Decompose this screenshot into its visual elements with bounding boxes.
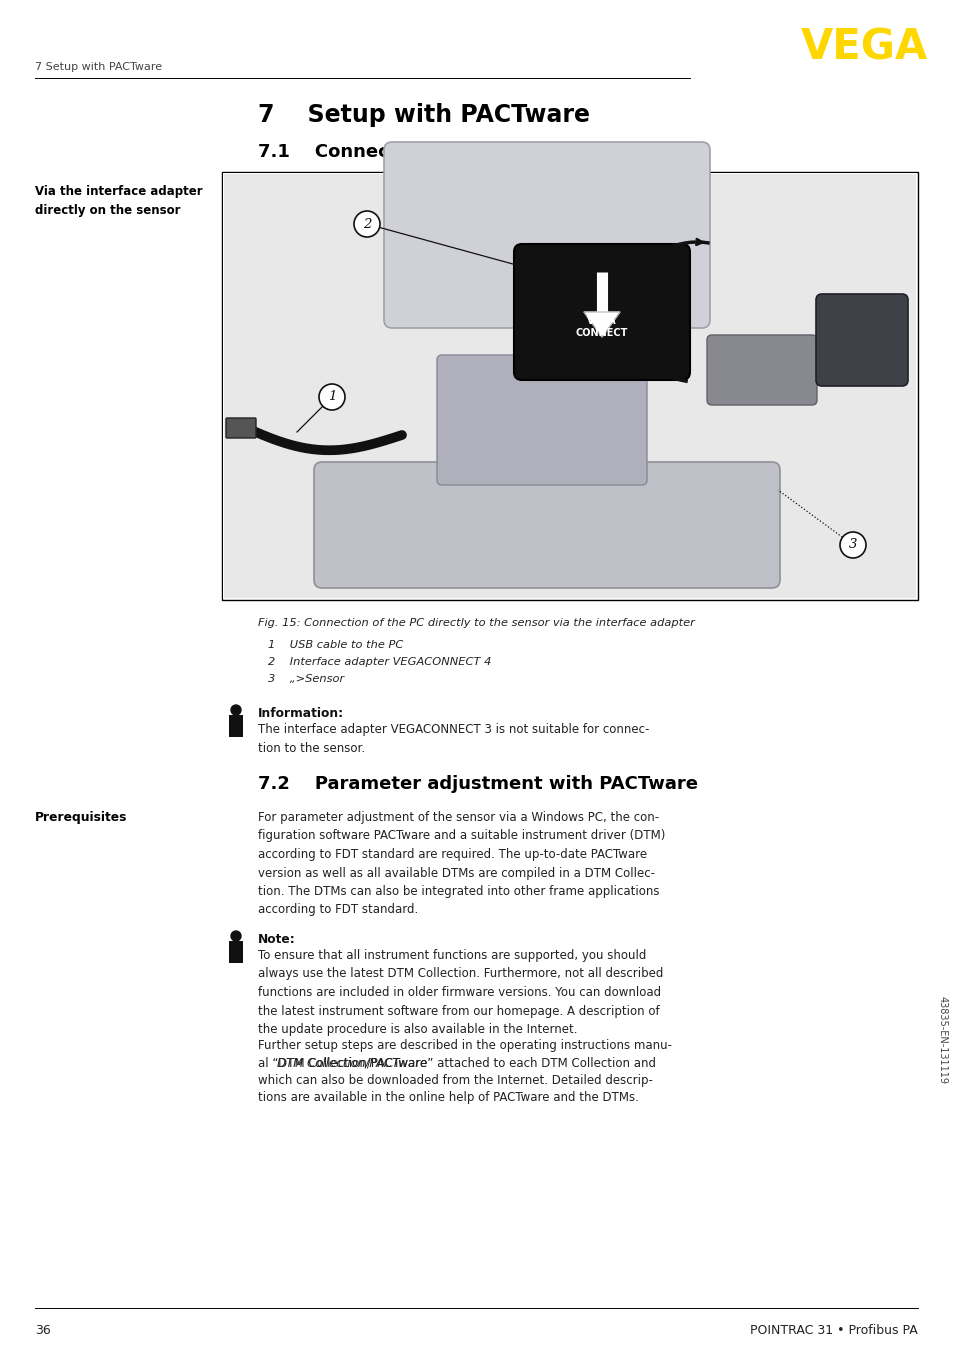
Text: 3: 3 (848, 539, 857, 551)
Circle shape (318, 385, 345, 410)
Text: tions are available in the online help of PACTware and the DTMs.: tions are available in the online help o… (257, 1091, 639, 1105)
Text: Prerequisites: Prerequisites (35, 811, 128, 825)
Text: The interface adapter VEGACONNECT 3 is not suitable for connec-
tion to the sens: The interface adapter VEGACONNECT 3 is n… (257, 723, 649, 754)
Bar (222, 172, 917, 600)
Text: 43835-EN-131119: 43835-EN-131119 (937, 997, 947, 1085)
Text: VEGA: VEGA (800, 27, 927, 69)
Text: 1: 1 (328, 390, 335, 403)
FancyBboxPatch shape (314, 462, 780, 588)
Text: VEGA
CONNECT: VEGA CONNECT (576, 317, 627, 337)
Text: Further setup steps are described in the operating instructions manu-: Further setup steps are described in the… (257, 1039, 671, 1052)
FancyBboxPatch shape (384, 142, 709, 328)
Polygon shape (583, 311, 619, 337)
Text: 3    „>Sensor: 3 „>Sensor (268, 674, 344, 684)
Text: Via the interface adapter
directly on the sensor: Via the interface adapter directly on th… (35, 185, 202, 217)
Bar (229, 941, 243, 963)
Text: which can also be downloaded from the Internet. Detailed descrip-: which can also be downloaded from the In… (257, 1074, 652, 1087)
FancyBboxPatch shape (706, 334, 816, 405)
Text: 7.1    Connect the PC: 7.1 Connect the PC (257, 144, 470, 161)
Circle shape (354, 211, 379, 237)
Bar (223, 173, 916, 598)
Bar (229, 715, 243, 737)
Text: POINTRAC 31 • Profibus PA: POINTRAC 31 • Profibus PA (749, 1323, 917, 1336)
Text: DTM Collection/PACTware: DTM Collection/PACTware (277, 1056, 427, 1070)
Circle shape (840, 532, 865, 558)
Text: 2    Interface adapter VEGACONNECT 4: 2 Interface adapter VEGACONNECT 4 (268, 657, 491, 668)
Text: Fig. 15: Connection of the PC directly to the sensor via the interface adapter: Fig. 15: Connection of the PC directly t… (257, 617, 694, 628)
Bar (224, 175, 915, 598)
Text: 1    USB cable to the PC: 1 USB cable to the PC (268, 640, 403, 650)
FancyBboxPatch shape (226, 418, 255, 437)
Text: To ensure that all instrument functions are supported, you should
always use the: To ensure that all instrument functions … (257, 949, 662, 1036)
Text: 7.2    Parameter adjustment with PACTware: 7.2 Parameter adjustment with PACTware (257, 774, 698, 793)
Text: 7 Setup with PACTware: 7 Setup with PACTware (35, 62, 162, 72)
FancyBboxPatch shape (815, 294, 907, 386)
FancyBboxPatch shape (514, 244, 689, 380)
Text: Information:: Information: (257, 707, 344, 720)
Text: For parameter adjustment of the sensor via a Windows PC, the con-
figuration sof: For parameter adjustment of the sensor v… (257, 811, 664, 917)
Circle shape (231, 705, 241, 715)
Text: al “DTM Collection/PACTware” attached to each DTM Collection and: al “DTM Collection/PACTware” attached to… (257, 1056, 656, 1070)
Text: 36: 36 (35, 1323, 51, 1336)
FancyBboxPatch shape (436, 355, 646, 485)
Text: 2: 2 (362, 218, 371, 230)
Text: 7    Setup with PACTware: 7 Setup with PACTware (257, 103, 589, 127)
Text: Note:: Note: (257, 933, 295, 946)
Circle shape (231, 932, 241, 941)
